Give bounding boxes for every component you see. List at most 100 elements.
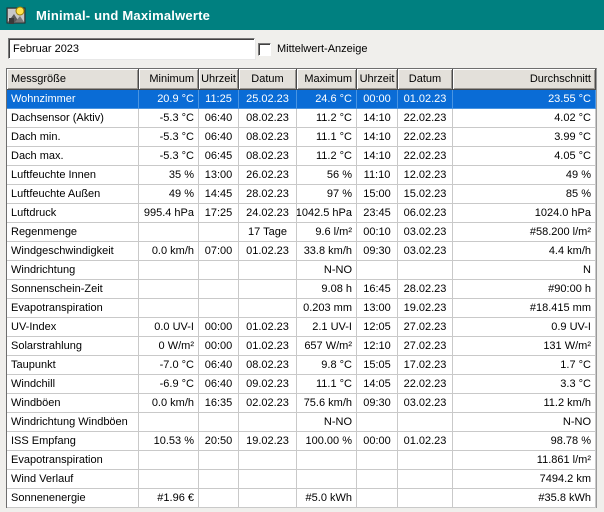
cell-maximum-datum: 15.02.23 bbox=[398, 185, 453, 204]
cell-messgroesse: Regenmenge bbox=[7, 223, 139, 242]
cell-minimum-uhrzeit: 06:40 bbox=[199, 375, 239, 394]
column-header-messgroesse[interactable]: Messgröße bbox=[7, 69, 139, 90]
table-row[interactable]: Solarstrahlung 0 W/m² 00:00 01.02.23 657… bbox=[7, 337, 596, 356]
cell-messgroesse: ISS Empfang bbox=[7, 432, 139, 451]
cell-durchschnitt: 4.4 km/h bbox=[453, 242, 596, 261]
cell-minimum-uhrzeit bbox=[199, 413, 239, 432]
table-row[interactable]: ISS Empfang 10.53 % 20:50 19.02.23 100.0… bbox=[7, 432, 596, 451]
cell-minimum-uhrzeit: 06:40 bbox=[199, 109, 239, 128]
cell-minimum bbox=[139, 261, 199, 280]
cell-maximum-uhrzeit bbox=[357, 451, 398, 470]
column-header-minimum[interactable]: Minimum bbox=[139, 69, 199, 90]
cell-messgroesse: Luftfeuchte Innen bbox=[7, 166, 139, 185]
cell-durchschnitt: #90:00 h bbox=[453, 280, 596, 299]
cell-maximum-datum: 19.02.23 bbox=[398, 299, 453, 318]
cell-maximum: 1042.5 hPa bbox=[297, 204, 357, 223]
cell-minimum bbox=[139, 280, 199, 299]
cell-minimum-datum: 26.02.23 bbox=[239, 166, 297, 185]
cell-maximum-datum: 03.02.23 bbox=[398, 242, 453, 261]
table-row[interactable]: Luftdruck 995.4 hPa 17:25 24.02.23 1042.… bbox=[7, 204, 596, 223]
cell-durchschnitt: 1024.0 hPa bbox=[453, 204, 596, 223]
cell-maximum-uhrzeit: 14:05 bbox=[357, 375, 398, 394]
cell-maximum: 24.6 °C bbox=[297, 90, 357, 109]
table-row[interactable]: Wohnzimmer 20.9 °C 11:25 25.02.23 24.6 °… bbox=[7, 90, 596, 109]
cell-minimum-datum bbox=[239, 261, 297, 280]
table-row[interactable]: Sonnenenergie #1.96 € #5.0 kWh #35.8 kWh bbox=[7, 489, 596, 508]
cell-maximum-datum: 03.02.23 bbox=[398, 394, 453, 413]
column-header-uhrzeit-max[interactable]: Uhrzeit bbox=[357, 69, 398, 90]
cell-messgroesse: UV-Index bbox=[7, 318, 139, 337]
table-row[interactable]: Luftfeuchte Außen 49 % 14:45 28.02.23 97… bbox=[7, 185, 596, 204]
table-row[interactable]: Sonnenschein-Zeit 9.08 h 16:45 28.02.23 … bbox=[7, 280, 596, 299]
cell-maximum-uhrzeit: 14:10 bbox=[357, 147, 398, 166]
column-header-durchschnitt[interactable]: Durchschnitt bbox=[453, 69, 596, 90]
cell-maximum-uhrzeit: 12:10 bbox=[357, 337, 398, 356]
mittelwert-checkbox[interactable] bbox=[258, 43, 271, 56]
cell-maximum: #5.0 kWh bbox=[297, 489, 357, 508]
cell-messgroesse: Windrichtung bbox=[7, 261, 139, 280]
table-row[interactable]: Dach min. -5.3 °C 06:40 08.02.23 11.1 °C… bbox=[7, 128, 596, 147]
table-row[interactable]: Regenmenge 17 Tage 9.6 l/m² 00:10 03.02.… bbox=[7, 223, 596, 242]
cell-maximum: N-NO bbox=[297, 413, 357, 432]
cell-messgroesse: Windgeschwindigkeit bbox=[7, 242, 139, 261]
cell-messgroesse: Taupunkt bbox=[7, 356, 139, 375]
cell-maximum bbox=[297, 451, 357, 470]
cell-maximum-uhrzeit: 11:10 bbox=[357, 166, 398, 185]
table-row[interactable]: UV-Index 0.0 UV-I 00:00 01.02.23 2.1 UV-… bbox=[7, 318, 596, 337]
cell-maximum-datum bbox=[398, 489, 453, 508]
cell-maximum: 75.6 km/h bbox=[297, 394, 357, 413]
cell-maximum: 9.8 °C bbox=[297, 356, 357, 375]
cell-minimum-uhrzeit bbox=[199, 261, 239, 280]
cell-minimum-uhrzeit: 07:00 bbox=[199, 242, 239, 261]
cell-maximum-uhrzeit bbox=[357, 489, 398, 508]
cell-minimum-datum bbox=[239, 299, 297, 318]
cell-durchschnitt: #58.200 l/m² bbox=[453, 223, 596, 242]
cell-minimum-uhrzeit: 06:40 bbox=[199, 128, 239, 147]
cell-messgroesse: Luftdruck bbox=[7, 204, 139, 223]
cell-durchschnitt: 49 % bbox=[453, 166, 596, 185]
cell-durchschnitt: N-NO bbox=[453, 413, 596, 432]
table-row[interactable]: Windgeschwindigkeit 0.0 km/h 07:00 01.02… bbox=[7, 242, 596, 261]
cell-messgroesse: Dachsensor (Aktiv) bbox=[7, 109, 139, 128]
column-header-maximum[interactable]: Maximum bbox=[297, 69, 357, 90]
table-row[interactable]: Windrichtung N-NO N bbox=[7, 261, 596, 280]
table-row[interactable]: Wind Verlauf 7494.2 km bbox=[7, 470, 596, 489]
cell-minimum-datum: 08.02.23 bbox=[239, 147, 297, 166]
column-header-uhrzeit-min[interactable]: Uhrzeit bbox=[199, 69, 239, 90]
table-row[interactable]: Windböen 0.0 km/h 16:35 02.02.23 75.6 km… bbox=[7, 394, 596, 413]
cell-minimum-uhrzeit bbox=[199, 223, 239, 242]
cell-minimum: -5.3 °C bbox=[139, 109, 199, 128]
cell-minimum: -6.9 °C bbox=[139, 375, 199, 394]
cell-minimum: 49 % bbox=[139, 185, 199, 204]
table-row[interactable]: Luftfeuchte Innen 35 % 13:00 26.02.23 56… bbox=[7, 166, 596, 185]
cell-minimum-uhrzeit: 00:00 bbox=[199, 318, 239, 337]
cell-maximum: 11.2 °C bbox=[297, 109, 357, 128]
period-input[interactable] bbox=[8, 38, 255, 59]
table-row[interactable]: Taupunkt -7.0 °C 06:40 08.02.23 9.8 °C 1… bbox=[7, 356, 596, 375]
table-row[interactable]: Windrichtung Windböen N-NO N-NO bbox=[7, 413, 596, 432]
column-header-datum-max[interactable]: Datum bbox=[398, 69, 453, 90]
table-row[interactable]: Evapotranspiration 11.861 l/m² bbox=[7, 451, 596, 470]
table-row[interactable]: Dachsensor (Aktiv) -5.3 °C 06:40 08.02.2… bbox=[7, 109, 596, 128]
cell-maximum: 97 % bbox=[297, 185, 357, 204]
cell-durchschnitt: #18.415 mm bbox=[453, 299, 596, 318]
cell-minimum-datum: 17 Tage bbox=[239, 223, 297, 242]
cell-maximum-datum: 17.02.23 bbox=[398, 356, 453, 375]
cell-maximum-datum: 27.02.23 bbox=[398, 318, 453, 337]
column-header-datum-min[interactable]: Datum bbox=[239, 69, 297, 90]
cell-maximum-uhrzeit: 14:10 bbox=[357, 128, 398, 147]
titlebar[interactable]: Minimal- und Maximalwerte bbox=[0, 0, 604, 30]
table-row[interactable]: Dach max. -5.3 °C 06:45 08.02.23 11.2 °C… bbox=[7, 147, 596, 166]
cell-maximum-uhrzeit: 09:30 bbox=[357, 394, 398, 413]
table-body: Wohnzimmer 20.9 °C 11:25 25.02.23 24.6 °… bbox=[7, 90, 596, 508]
cell-maximum-datum: 27.02.23 bbox=[398, 337, 453, 356]
table-row[interactable]: Evapotranspiration 0.203 mm 13:00 19.02.… bbox=[7, 299, 596, 318]
table-row[interactable]: Windchill -6.9 °C 06:40 09.02.23 11.1 °C… bbox=[7, 375, 596, 394]
cell-maximum-datum: 22.02.23 bbox=[398, 375, 453, 394]
cell-minimum bbox=[139, 413, 199, 432]
cell-messgroesse: Evapotranspiration bbox=[7, 451, 139, 470]
cell-maximum: 11.2 °C bbox=[297, 147, 357, 166]
app-icon[interactable] bbox=[6, 5, 28, 25]
cell-minimum-datum: 28.02.23 bbox=[239, 185, 297, 204]
cell-messgroesse: Windchill bbox=[7, 375, 139, 394]
